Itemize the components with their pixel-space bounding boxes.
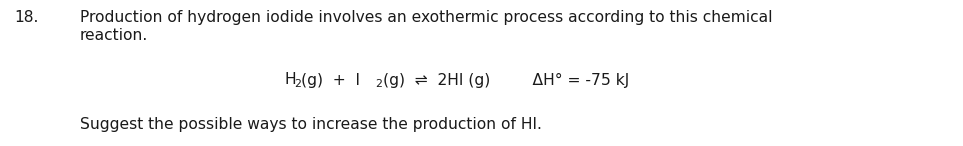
Text: 18.: 18. [14,10,39,25]
Text: Production of hydrogen iodide involves an exothermic process according to this c: Production of hydrogen iodide involves a… [80,10,772,25]
Text: ΔH° = -75 kJ: ΔH° = -75 kJ [513,73,629,87]
Text: (g)  +  I: (g) + I [301,73,360,87]
Text: Suggest the possible ways to increase the production of HI.: Suggest the possible ways to increase th… [80,117,542,132]
Text: reaction.: reaction. [80,28,148,43]
Text: (g)  ⇌  2HI (g): (g) ⇌ 2HI (g) [383,73,490,87]
Text: H: H [285,73,297,87]
Text: 2: 2 [375,79,382,89]
Text: 2: 2 [294,79,300,89]
